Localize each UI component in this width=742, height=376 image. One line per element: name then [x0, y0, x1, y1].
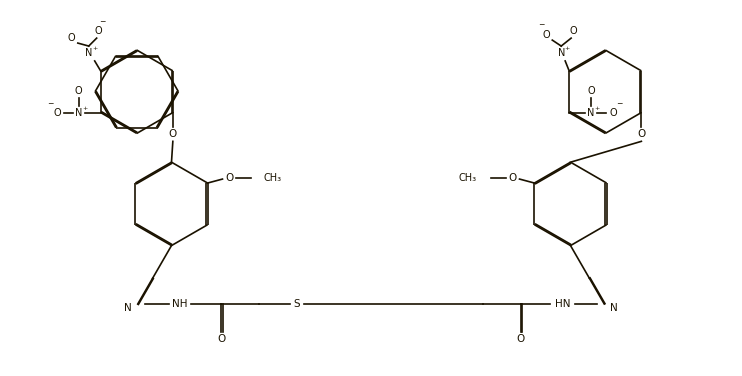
Text: N: N — [557, 48, 565, 58]
Text: NH: NH — [171, 299, 187, 309]
Text: +: + — [594, 106, 600, 111]
Text: O: O — [95, 26, 102, 36]
Text: O: O — [217, 334, 226, 344]
Text: −: − — [538, 20, 545, 29]
Text: O: O — [508, 173, 516, 183]
Text: O: O — [609, 108, 617, 118]
Text: CH₃: CH₃ — [263, 173, 281, 183]
Text: O: O — [67, 33, 75, 43]
Text: −: − — [99, 17, 106, 26]
Text: HN: HN — [555, 299, 571, 309]
Text: O: O — [168, 129, 177, 139]
Text: O: O — [516, 334, 525, 344]
Text: O: O — [637, 129, 646, 139]
Text: N: N — [588, 108, 594, 118]
Text: O: O — [587, 86, 595, 96]
Text: −: − — [47, 100, 53, 109]
Text: S: S — [293, 299, 300, 309]
Text: O: O — [75, 86, 82, 96]
Text: +: + — [92, 46, 97, 51]
Text: N: N — [75, 108, 82, 118]
Text: N: N — [85, 48, 93, 58]
Text: O: O — [542, 30, 550, 40]
Text: N: N — [124, 303, 131, 313]
Text: O: O — [226, 173, 234, 183]
Text: +: + — [82, 106, 88, 111]
Text: O: O — [569, 26, 577, 36]
Text: +: + — [565, 46, 570, 51]
Text: N: N — [611, 303, 618, 313]
Text: CH₃: CH₃ — [459, 173, 477, 183]
Text: −: − — [617, 100, 623, 109]
Text: O: O — [53, 108, 61, 118]
